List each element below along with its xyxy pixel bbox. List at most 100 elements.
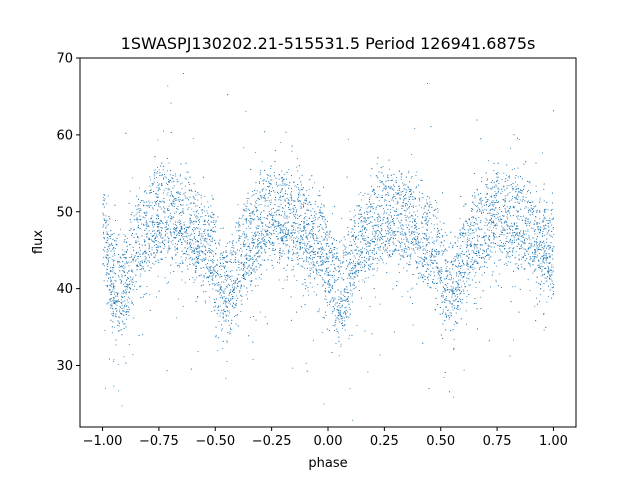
data-point [463,369,465,371]
data-point [110,267,112,268]
data-point [353,278,355,280]
data-point [240,285,242,287]
data-point [434,215,436,217]
data-point [364,248,366,250]
data-point [358,231,360,233]
data-point [279,232,281,234]
data-point [142,266,144,268]
data-point [478,252,480,254]
data-point [455,287,457,289]
data-point [119,264,120,266]
data-point [196,240,198,241]
data-point [415,205,417,207]
data-point [367,371,369,373]
data-point [112,287,114,289]
data-point [230,327,231,329]
data-point [495,281,497,283]
data-point [171,241,172,243]
data-point [349,211,351,212]
data-point [382,239,384,241]
data-point [358,250,359,252]
data-point [112,276,114,278]
data-point [157,241,159,242]
data-point [196,251,198,253]
data-point [458,305,460,307]
data-point [184,282,186,284]
data-point [340,343,342,345]
data-point [460,231,462,233]
data-point [212,279,214,281]
data-point [331,244,333,245]
data-point [128,296,129,298]
data-point [295,246,296,248]
data-point [385,189,387,190]
data-point [508,242,509,243]
data-point [523,186,525,188]
data-point [458,266,460,268]
data-point [503,172,505,174]
data-point [485,184,487,186]
data-point [257,247,259,249]
data-point [340,345,342,347]
data-point [508,185,510,186]
data-point [451,294,453,296]
data-point [429,251,430,252]
data-point [148,205,150,207]
data-point [296,214,298,216]
data-point [176,178,178,180]
data-point [370,263,372,265]
data-point [286,222,288,224]
data-point [360,207,362,209]
data-point [375,296,377,298]
data-point [304,242,306,244]
data-point [342,273,344,274]
data-point [293,239,294,241]
data-point [419,257,421,258]
data-point [226,361,228,362]
data-point [552,236,553,238]
data-point [282,207,283,209]
data-point [547,266,549,267]
data-point [107,195,109,197]
data-point [403,183,405,185]
data-point [113,284,115,286]
data-point [466,296,468,298]
data-point [114,326,116,328]
data-point [270,215,272,216]
data-point [291,257,293,259]
data-point [177,191,179,193]
data-point [320,251,322,253]
data-point [431,237,433,239]
data-point [528,263,530,265]
data-point [261,222,263,224]
data-point [247,246,249,248]
data-point [399,222,401,224]
data-point [543,240,545,242]
data-point [409,212,410,214]
data-point [287,201,289,203]
data-point [528,236,530,238]
data-point [241,262,243,263]
data-point [378,216,380,218]
data-point [276,225,278,227]
data-point [315,219,316,221]
data-point [153,178,155,179]
data-point [229,292,230,294]
data-point [424,204,426,206]
data-point [323,260,325,262]
data-point [216,282,218,284]
data-point [166,194,168,196]
data-point [508,251,510,252]
data-point [459,237,461,239]
data-point [542,274,544,276]
data-point [409,248,410,250]
data-point [413,250,415,252]
data-point [280,227,282,229]
data-point [186,171,188,173]
data-point [463,264,465,266]
data-point [488,239,490,241]
data-point [381,194,383,196]
data-point [385,249,387,250]
data-point [455,322,457,324]
data-point [175,225,177,226]
